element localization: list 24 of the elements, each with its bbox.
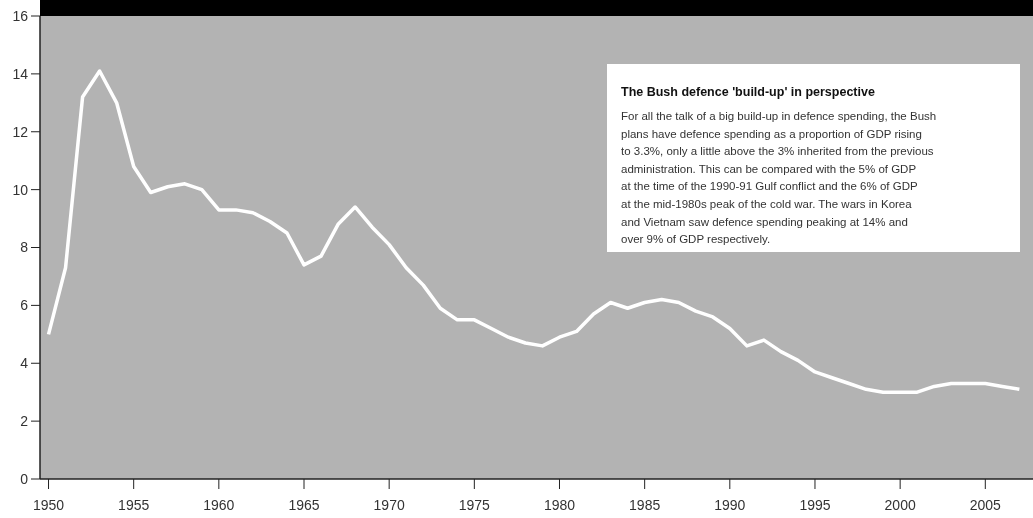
x-tick-label: 2000 [884,497,916,513]
y-tick-label: 0 [20,470,29,487]
y-tick-label: 10 [12,181,29,198]
line-series [46,69,1022,394]
y-tick-label: 8 [20,239,29,256]
x-tick-label: 1950 [32,497,65,513]
x-tick-label: 1960 [203,497,235,513]
y-tick-label: 16 [12,7,29,24]
x-tick-label: 1970 [373,497,405,513]
x-tick-label: 2005 [969,497,1002,513]
x-tick-label: 1990 [714,497,746,513]
y-tick-label: 4 [20,355,29,372]
x-tick-label: 1995 [799,497,831,513]
y-tick-label: 6 [20,297,29,314]
x-tick-label: 1985 [629,497,661,513]
annotation: The Bush defence 'build-up' in perspective [621,85,875,99]
y-tick-label: 14 [12,65,29,82]
x-tick-label: 1955 [118,497,150,513]
y-tick-label: 2 [20,413,29,430]
annotation: For all the talk of a big build-up in defence spending, the Bush plans have defence spending as a proportion of GDP rising to 3.3%, only a little above the 3% inherited from the previous administration. This can be compared with the 5% of GDP at the time of the 1990-91 Gulf conflict and the 6% of GDP at the mid-1980s peak of the cold war. The wars in Korea and Vietnam saw defence spending peaking at 14% and over 9% of GDP respectively. [621,110,937,246]
x-tick-label: 1975 [458,497,491,513]
x-tick-label: 1980 [543,497,576,513]
y-tick-label: 12 [12,123,29,140]
x-tick-label: 1965 [288,497,320,513]
